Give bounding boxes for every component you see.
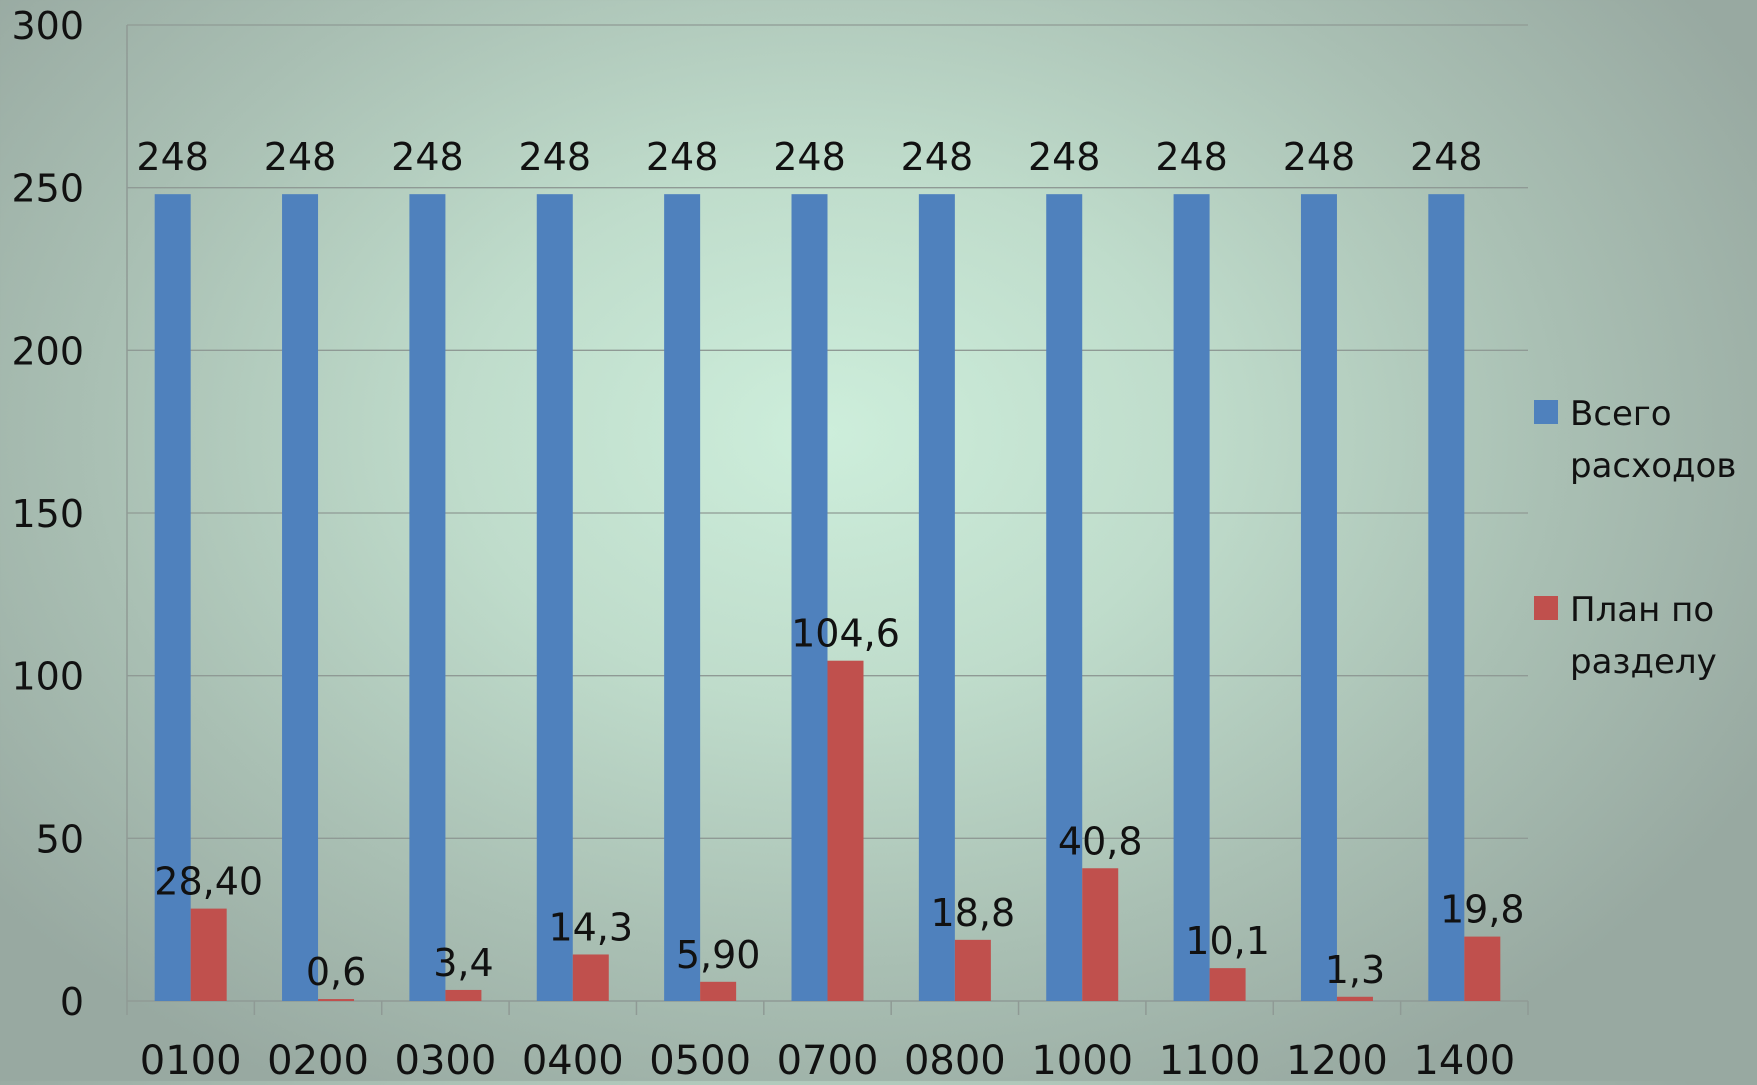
bar-total-expenses bbox=[282, 194, 319, 1001]
data-label-section-plan: 1,3 bbox=[1325, 948, 1385, 992]
y-tick-label: 250 bbox=[11, 167, 84, 211]
x-tick-label: 1000 bbox=[1031, 1038, 1133, 1081]
data-label-total-expenses: 248 bbox=[136, 135, 209, 179]
data-label-total-expenses: 248 bbox=[1028, 135, 1101, 179]
data-label-section-plan: 19,8 bbox=[1440, 888, 1525, 932]
data-label-total-expenses: 248 bbox=[773, 135, 846, 179]
bar-total-expenses bbox=[1428, 194, 1465, 1001]
y-tick-label: 200 bbox=[11, 329, 84, 373]
bar-section-plan bbox=[827, 660, 864, 1001]
bar-section-plan bbox=[1082, 868, 1119, 1001]
y-tick-label: 100 bbox=[11, 655, 84, 699]
bar-total-expenses bbox=[1300, 194, 1337, 1001]
legend-entry-label: Всего bbox=[1570, 394, 1672, 434]
x-tick-label: 1100 bbox=[1159, 1038, 1261, 1081]
bars bbox=[154, 194, 1501, 1001]
data-label-section-plan: 10,1 bbox=[1185, 919, 1270, 963]
x-tick-label: 0800 bbox=[904, 1038, 1006, 1081]
data-label-total-expenses: 248 bbox=[391, 135, 464, 179]
bar-total-expenses bbox=[1046, 194, 1083, 1001]
legend: Всего расходов План по разделу bbox=[1534, 394, 1736, 682]
data-label-section-plan: 28,40 bbox=[154, 860, 263, 904]
bar-total-expenses bbox=[918, 194, 955, 1001]
bar-section-plan bbox=[318, 999, 355, 1001]
data-label-section-plan: 14,3 bbox=[548, 905, 633, 949]
bar-total-expenses bbox=[664, 194, 701, 1001]
bar-section-plan bbox=[700, 981, 737, 1001]
y-tick-label: 150 bbox=[11, 492, 84, 536]
legend-entry-label: План по bbox=[1570, 590, 1714, 630]
data-label-total-expenses: 248 bbox=[646, 135, 719, 179]
bar-total-expenses bbox=[409, 194, 446, 1001]
bar-section-plan bbox=[572, 954, 609, 1001]
data-label-total-expenses: 248 bbox=[901, 135, 974, 179]
bar-section-plan bbox=[1209, 968, 1246, 1001]
bar-section-plan bbox=[1336, 996, 1373, 1001]
data-label-section-plan: 104,6 bbox=[791, 612, 900, 656]
y-tick-label: 0 bbox=[60, 980, 84, 1024]
data-label-section-plan: 0,6 bbox=[306, 950, 366, 994]
data-label-section-plan: 40,8 bbox=[1058, 819, 1143, 863]
axes: 0 50 100 150 200 250 300 0100 0200 0300 0400 0500 07… bbox=[11, 4, 1529, 1084]
bar-section-plan bbox=[954, 939, 991, 1001]
data-labels: 248 28,40 248 0,6 248 3,4 248 14,3 248 5,90 248 104… bbox=[136, 135, 1524, 994]
legend-swatch bbox=[1534, 400, 1558, 424]
data-label-section-plan: 18,8 bbox=[931, 891, 1016, 935]
data-label-total-expenses: 248 bbox=[1155, 135, 1228, 179]
x-tick-label: 0100 bbox=[140, 1038, 242, 1081]
bar-section-plan bbox=[445, 989, 482, 1001]
bar-section-plan bbox=[190, 908, 227, 1001]
x-tick-label: 0500 bbox=[649, 1038, 751, 1081]
data-label-total-expenses: 248 bbox=[264, 135, 337, 179]
bar-section-plan bbox=[1464, 936, 1501, 1001]
bar-total-expenses bbox=[791, 194, 828, 1001]
legend-entry-label: разделу bbox=[1570, 642, 1717, 682]
x-tick-label: 1200 bbox=[1286, 1038, 1388, 1081]
bar-total-expenses bbox=[536, 194, 573, 1001]
data-label-section-plan: 5,90 bbox=[676, 933, 761, 977]
legend-swatch bbox=[1534, 596, 1558, 620]
data-label-total-expenses: 248 bbox=[1410, 135, 1483, 179]
x-tick-label: 1400 bbox=[1413, 1038, 1515, 1081]
x-tick-label: 0400 bbox=[522, 1038, 624, 1081]
data-label-section-plan: 3,4 bbox=[433, 941, 493, 985]
legend-entry-label: расходов bbox=[1570, 446, 1736, 486]
bar-total-expenses bbox=[1173, 194, 1210, 1001]
bar-total-expenses bbox=[154, 194, 191, 1001]
x-tick-label: 0200 bbox=[267, 1038, 369, 1081]
data-label-total-expenses: 248 bbox=[1283, 135, 1356, 179]
y-tick-label: 300 bbox=[11, 4, 84, 48]
x-tick-label: 0300 bbox=[395, 1038, 497, 1081]
y-tick-label: 50 bbox=[36, 817, 84, 861]
data-label-total-expenses: 248 bbox=[519, 135, 592, 179]
x-tick-label: 0700 bbox=[777, 1038, 879, 1081]
